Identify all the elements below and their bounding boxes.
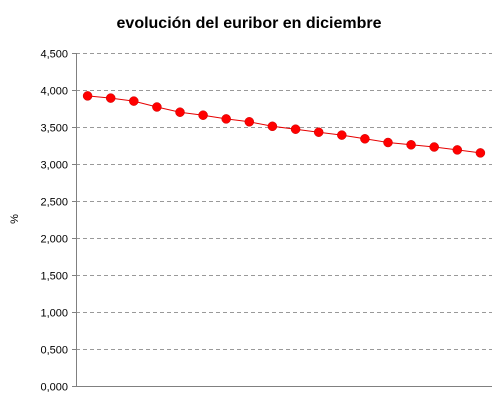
data-point <box>290 124 301 134</box>
data-point <box>82 91 93 101</box>
gridlines <box>76 53 492 350</box>
data-point <box>452 145 463 155</box>
data-point <box>175 107 185 117</box>
y-tick-label: 3,500 <box>40 123 68 135</box>
data-point <box>152 102 162 112</box>
data-point <box>406 140 416 150</box>
data-point <box>105 93 116 103</box>
data-point <box>221 114 231 124</box>
data-point <box>198 110 208 120</box>
y-tick-label: 3,000 <box>40 160 68 172</box>
axes <box>72 53 492 387</box>
y-tick-label: 2,500 <box>40 197 68 209</box>
series <box>82 91 486 158</box>
data-point <box>337 130 347 140</box>
y-tick-labels: 0,000 0,500 1,000 1,500 2,000 2,500 3,000 3,500… <box>40 49 68 394</box>
data-point <box>244 117 255 127</box>
y-tick-label: 0,500 <box>40 345 68 357</box>
data-point <box>267 121 278 132</box>
series-line <box>87 95 481 154</box>
data-point <box>313 127 324 137</box>
y-tick-label: 0,000 <box>40 382 68 394</box>
chart-title: evolución del euribor en diciembre <box>116 15 382 32</box>
data-point <box>360 134 370 144</box>
y-tick-label: 1,000 <box>40 308 68 320</box>
y-tick-label: 2,000 <box>40 234 68 246</box>
data-point <box>429 142 439 152</box>
data-point <box>475 148 486 158</box>
y-tick-label: 4,500 <box>40 49 68 61</box>
data-point <box>383 137 393 148</box>
y-tick-label: 1,500 <box>40 271 68 283</box>
y-axis-label: % <box>9 214 21 224</box>
y-tick-label: 4,000 <box>40 86 68 98</box>
data-point <box>129 96 139 106</box>
